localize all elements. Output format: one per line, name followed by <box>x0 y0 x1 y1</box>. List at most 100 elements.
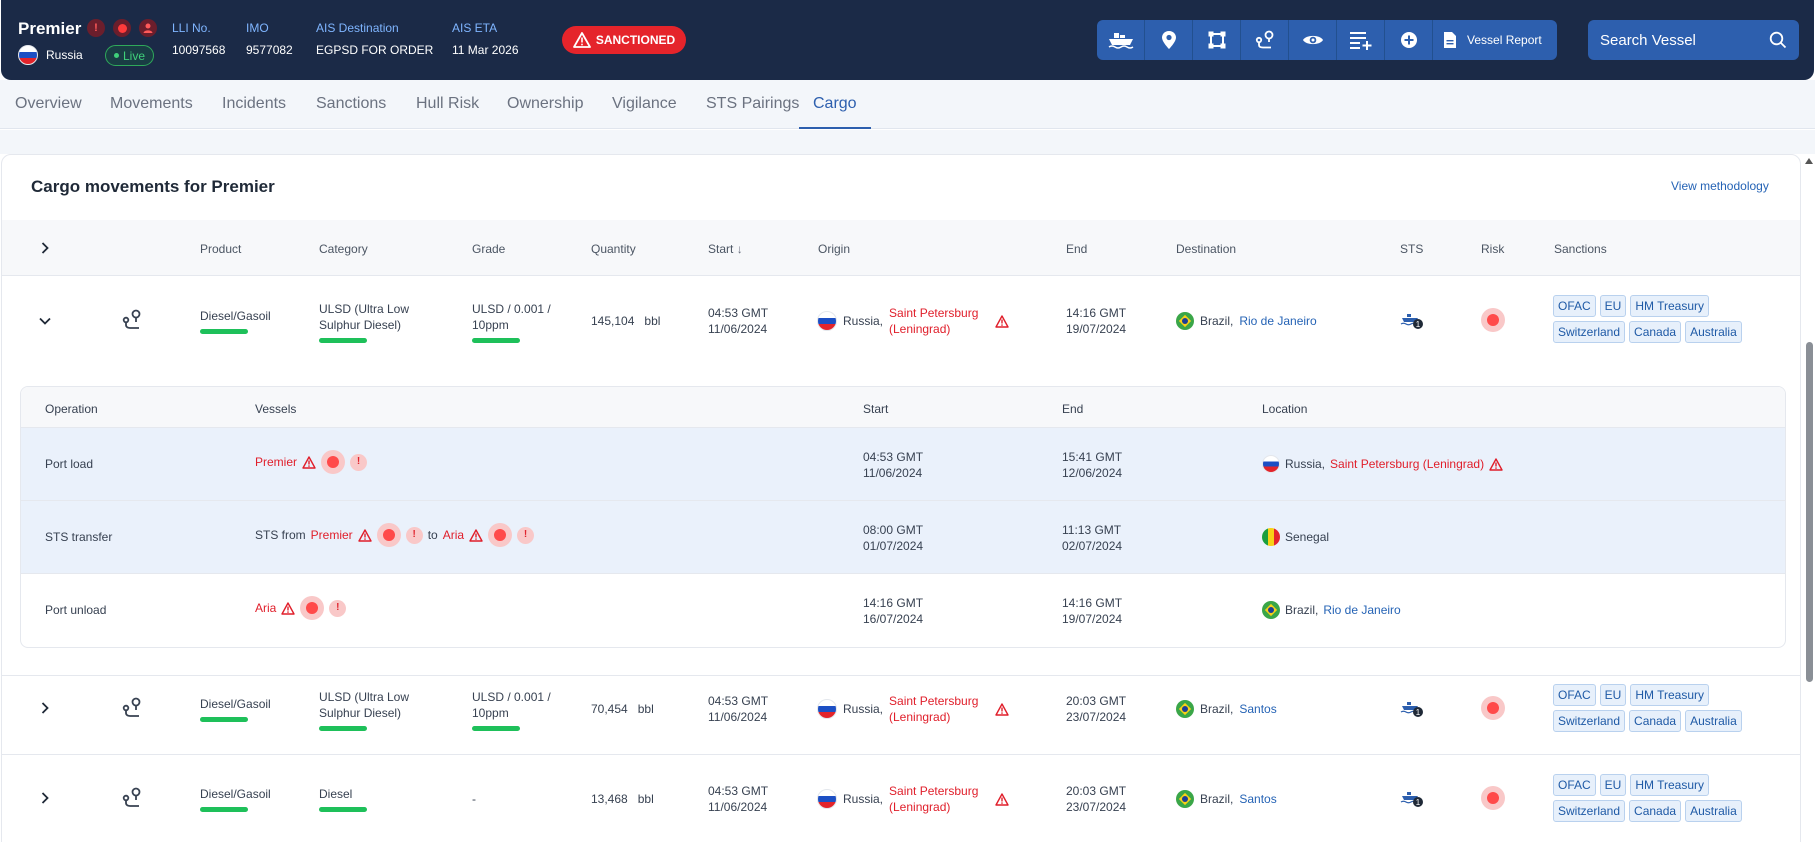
sanction-tag[interactable]: Switzerland <box>1553 321 1626 343</box>
sanction-tag[interactable]: Australia <box>1685 321 1742 343</box>
sanction-tag[interactable]: Switzerland <box>1553 800 1626 822</box>
sanction-tag[interactable]: EU <box>1599 295 1627 317</box>
op-location-port-link[interactable]: Rio de Janeiro <box>1323 603 1401 617</box>
tab-incidents[interactable]: Incidents <box>222 95 287 112</box>
person-icon[interactable] <box>139 19 157 37</box>
op-start: 08:00 GMT 01/07/2024 <box>863 522 923 554</box>
op-location-country: Senegal <box>1285 530 1330 544</box>
operation-row[interactable]: Port unload Aria ! 14:16 GMT 16/07/2024 1… <box>21 574 1785 647</box>
sanction-tag[interactable]: EU <box>1599 774 1627 796</box>
sanction-tag[interactable]: OFAC <box>1553 684 1596 706</box>
view-methodology-link[interactable]: View methodology <box>1671 179 1769 193</box>
sanction-tag[interactable]: OFAC <box>1553 774 1596 796</box>
vessel-link-2[interactable]: Aria <box>442 528 465 542</box>
origin-port-link[interactable]: Saint Petersburg (Leningrad) <box>889 694 979 724</box>
dest-port-link[interactable]: Santos <box>1239 792 1277 806</box>
vessel-flag-country: Russia <box>46 48 83 62</box>
table-row[interactable]: Diesel/Gasoil Diesel - 13,468 bbl 04:53 … <box>2 755 1800 842</box>
eye-icon[interactable] <box>1289 20 1337 60</box>
search-icon[interactable] <box>1769 31 1787 49</box>
tab-movements[interactable]: Movements <box>110 95 193 112</box>
add-list-icon[interactable] <box>1337 20 1385 60</box>
scrollbar-thumb[interactable] <box>1806 342 1813 682</box>
dest-port-link[interactable]: Santos <box>1239 702 1277 716</box>
vessel-header: Premier ! Russia Live LLI No. 10097568 I… <box>1 0 1814 80</box>
operation-vessels: STS from Premier ! to Aria ! <box>255 523 535 547</box>
sts-icon[interactable]: 1 <box>1400 309 1424 333</box>
operation-row[interactable]: Port load Premier ! 04:53 GMT 11/06/2024 … <box>21 428 1785 501</box>
risk-indicator[interactable] <box>1481 308 1505 332</box>
category-cell: ULSD (Ultra Low Sulphur Diesel) <box>319 301 434 343</box>
warning-icon <box>1489 457 1503 471</box>
op-end-time: 11:13 GMT <box>1062 523 1122 537</box>
tab-cargo[interactable]: Cargo <box>799 95 871 129</box>
sanctions-tags: OFAC EU HM Treasury Switzerland Canada A… <box>1553 295 1778 343</box>
expand-all-chevron-icon[interactable] <box>39 242 51 254</box>
table-row[interactable]: Diesel/Gasoil ULSD (Ultra Low Sulphur Di… <box>2 276 1800 676</box>
origin-port-link[interactable]: Saint Petersburg (Leningrad) <box>889 306 979 336</box>
sanction-tag[interactable]: Australia <box>1685 800 1742 822</box>
lli-label: LLI No. <box>172 21 211 35</box>
collapse-chevron-icon[interactable] <box>39 315 51 327</box>
sanction-tag[interactable]: Switzerland <box>1553 710 1626 732</box>
ship-icon[interactable] <box>1097 20 1145 60</box>
sts-icon[interactable]: 1 <box>1400 697 1424 721</box>
dest-country: Brazil, <box>1200 792 1234 806</box>
tab-sts-pairings[interactable]: STS Pairings <box>706 95 800 112</box>
alert-icon[interactable]: ! <box>87 19 105 37</box>
route-icon[interactable] <box>121 787 143 813</box>
vessel-link[interactable]: Aria <box>255 601 277 615</box>
risk-dot-icon <box>321 450 346 474</box>
expand-chevron-icon[interactable] <box>39 792 51 804</box>
destination-cell: Brazil, Santos <box>1176 790 1277 808</box>
route-icon[interactable] <box>121 697 143 723</box>
vessel-report-button[interactable]: Vessel Report <box>1433 31 1552 49</box>
polygon-icon[interactable] <box>1193 20 1241 60</box>
op-location-port-link[interactable]: Saint Petersburg (Leningrad) <box>1330 457 1485 471</box>
operation-row[interactable]: STS transfer STS from Premier ! to Aria … <box>21 501 1785 574</box>
dest-port-link[interactable]: Rio de Janeiro <box>1239 314 1317 328</box>
col-sts: STS <box>1400 242 1424 256</box>
sts-icon[interactable]: 1 <box>1400 787 1424 811</box>
col-product: Product <box>200 242 242 256</box>
quantity-cell: 13,468 bbl <box>591 791 654 807</box>
risk-dot-icon[interactable] <box>113 19 131 37</box>
grade: - <box>472 792 476 806</box>
route-icon[interactable] <box>1241 20 1289 60</box>
col-start[interactable]: Start ↓ <box>708 242 743 256</box>
sanction-tag[interactable]: Canada <box>1629 800 1682 822</box>
sanction-tag[interactable]: Canada <box>1629 321 1682 343</box>
location-pin-icon[interactable] <box>1145 20 1193 60</box>
ais-destination-label: AIS Destination <box>316 21 399 35</box>
risk-dot-icon <box>376 523 401 547</box>
origin-port-link[interactable]: Saint Petersburg (Leningrad) <box>889 784 979 814</box>
vessel-report-label: Vessel Report <box>1467 33 1542 47</box>
op-col-operation: Operation <box>45 402 98 416</box>
expand-chevron-icon[interactable] <box>39 702 51 714</box>
sanction-tag[interactable]: HM Treasury <box>1630 295 1710 317</box>
sts-from-label: STS from <box>255 528 306 542</box>
risk-indicator[interactable] <box>1481 786 1505 810</box>
table-row[interactable]: Diesel/Gasoil ULSD (Ultra Low Sulphur Di… <box>2 665 1800 755</box>
sanction-tag[interactable]: OFAC <box>1553 295 1596 317</box>
risk-indicator[interactable] <box>1481 696 1505 720</box>
tab-vigilance[interactable]: Vigilance <box>612 95 677 112</box>
table-header: Product Category Grade Quantity Start ↓ … <box>2 220 1800 276</box>
sanction-tag[interactable]: Australia <box>1685 710 1742 732</box>
tab-ownership[interactable]: Ownership <box>507 95 584 112</box>
sanction-tag[interactable]: Canada <box>1629 710 1682 732</box>
tab-overview[interactable]: Overview <box>15 95 82 112</box>
sanction-tag[interactable]: HM Treasury <box>1630 684 1710 706</box>
tab-sanctions[interactable]: Sanctions <box>316 95 387 112</box>
tab-hull-risk[interactable]: Hull Risk <box>416 95 480 112</box>
vessel-link[interactable]: Premier <box>255 455 298 469</box>
vessel-link[interactable]: Premier <box>310 528 353 542</box>
scroll-up-icon[interactable] <box>1805 158 1813 164</box>
sanction-tag[interactable]: HM Treasury <box>1630 774 1710 796</box>
op-location-country: Russia, <box>1285 457 1326 471</box>
op-end: 14:16 GMT 19/07/2024 <box>1062 595 1122 627</box>
plus-circle-icon[interactable] <box>1385 20 1433 60</box>
route-icon[interactable] <box>121 309 143 335</box>
sanction-tag[interactable]: EU <box>1599 684 1627 706</box>
search-vessel-input[interactable]: Search Vessel <box>1588 20 1799 60</box>
